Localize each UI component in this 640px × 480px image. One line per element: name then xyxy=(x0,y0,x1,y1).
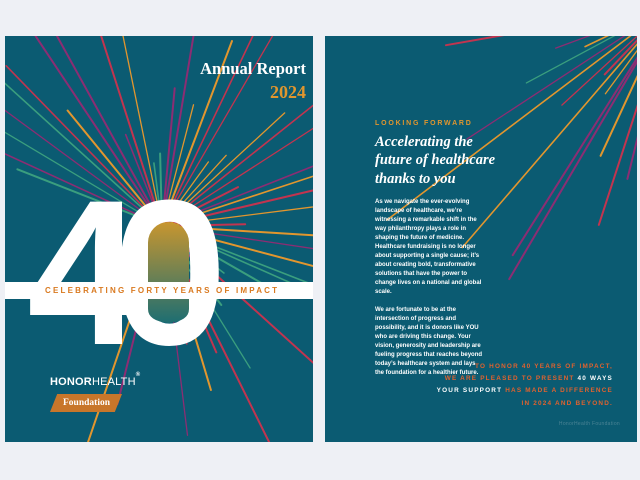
svg-text:40: 40 xyxy=(27,157,219,388)
